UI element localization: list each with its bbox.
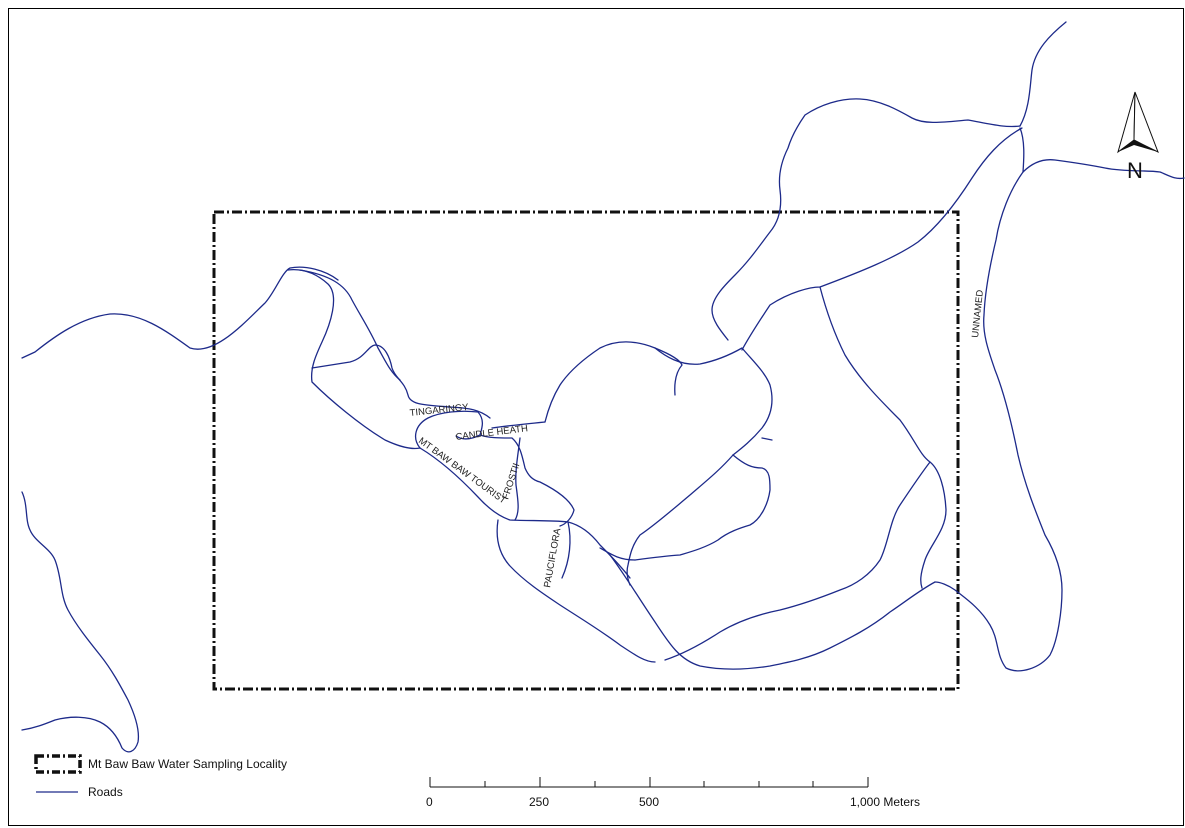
road: [21, 266, 339, 359]
north-arrow-icon: N: [1117, 91, 1159, 183]
road: [491, 421, 546, 429]
road: [514, 437, 521, 521]
road: [299, 269, 401, 381]
road-label-frostii: FROSTII: [500, 462, 522, 501]
road: [414, 410, 575, 527]
legend: Mt Baw Baw Water Sampling Locality Roads: [34, 754, 287, 799]
road: [819, 286, 947, 589]
road: [455, 434, 481, 440]
legend-locality-symbol: [34, 754, 82, 774]
road: [711, 98, 1021, 341]
road-label-candle-heath: CANDLE HEATH: [455, 423, 529, 443]
north-label: N: [1127, 158, 1143, 183]
road-label-unnamed: UNNAMED: [970, 289, 986, 338]
scale-label-500: 500: [639, 795, 659, 809]
road: [21, 491, 140, 753]
road: [741, 127, 1023, 351]
scale-label-250: 250: [529, 795, 549, 809]
road: [664, 461, 931, 661]
scale-label-1000-meters: 1,000 Meters: [850, 795, 920, 809]
road-network: [21, 21, 1185, 753]
road: [419, 447, 631, 579]
scale-bar: 0 250 500 1,000 Meters: [426, 777, 920, 809]
road: [287, 269, 421, 450]
road: [634, 454, 771, 561]
map-frame: [8, 8, 1184, 826]
road: [1019, 21, 1067, 127]
road: [761, 437, 773, 441]
road-label-tingaringy: TINGARINGY: [409, 402, 470, 419]
sampling-locality-boundary: [212, 210, 960, 691]
road: [544, 341, 683, 423]
road-labels: TINGARINGY CANDLE HEATH MT BAW BAW TOURI…: [409, 289, 986, 588]
road: [1019, 127, 1185, 180]
road: [496, 519, 656, 663]
road-label-pauciflora: PAUCIFLORA: [542, 527, 563, 589]
scale-label-0: 0: [426, 795, 433, 809]
road: [934, 171, 1063, 672]
road: [561, 521, 571, 579]
legend-locality-label: Mt Baw Baw Water Sampling Locality: [88, 757, 287, 771]
road: [626, 454, 734, 586]
legend-roads-label: Roads: [88, 785, 123, 799]
road: [609, 554, 936, 670]
road: [654, 347, 773, 456]
road: [599, 547, 636, 561]
road-label-mt-baw-baw-tourist: MT BAW BAW TOURIST: [416, 436, 508, 507]
